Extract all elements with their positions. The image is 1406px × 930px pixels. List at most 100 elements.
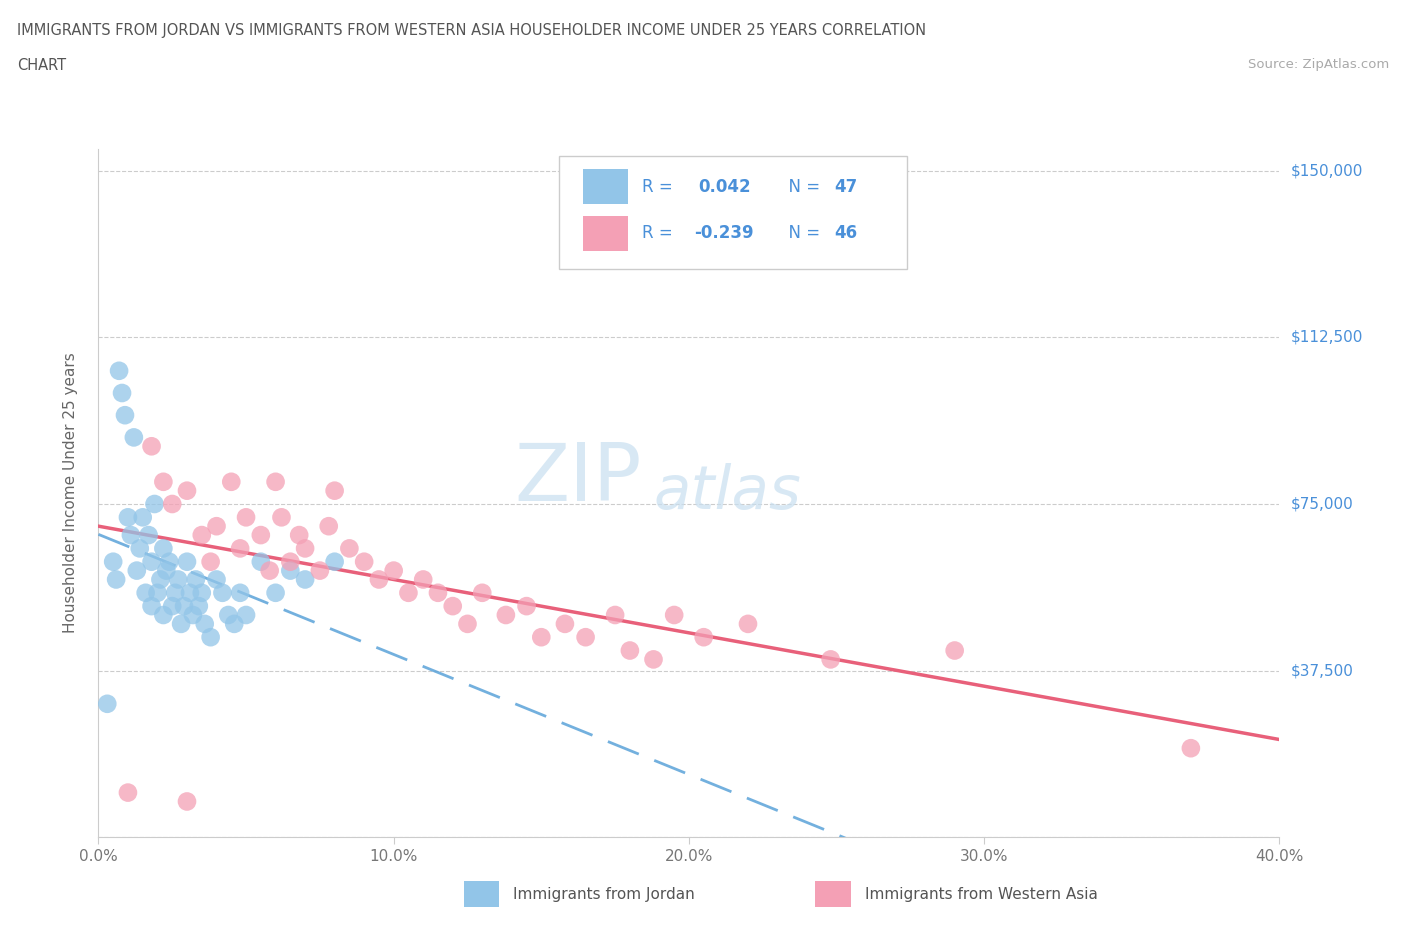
Point [141, 554, 163, 569]
Text: 46: 46 [834, 224, 858, 243]
Point [235, 607, 257, 622]
Point [179, 585, 201, 600]
Point [382, 564, 405, 578]
Point [323, 484, 346, 498]
Point [250, 554, 273, 569]
Point [250, 527, 273, 542]
Text: CHART: CHART [17, 58, 66, 73]
Point [471, 585, 494, 600]
Point [157, 554, 180, 569]
Point [191, 585, 214, 600]
Point [605, 607, 627, 622]
Point [138, 527, 160, 542]
Text: N =: N = [778, 178, 825, 195]
FancyBboxPatch shape [582, 169, 627, 204]
Point [495, 607, 517, 622]
Point [120, 527, 142, 542]
Point [184, 572, 207, 587]
Point [117, 510, 139, 525]
Point [224, 617, 246, 631]
Point [554, 617, 576, 631]
Point [141, 599, 163, 614]
Point [117, 785, 139, 800]
Point [737, 617, 759, 631]
Point [211, 585, 233, 600]
Point [278, 564, 302, 578]
Point [353, 554, 375, 569]
Text: $112,500: $112,500 [1291, 330, 1362, 345]
Point [146, 585, 169, 600]
Point [152, 474, 174, 489]
Text: R =: R = [641, 224, 678, 243]
Text: ZIP: ZIP [515, 440, 641, 518]
Point [200, 554, 222, 569]
Point [122, 430, 145, 445]
Text: Immigrants from Jordan: Immigrants from Jordan [513, 887, 695, 902]
Point [427, 585, 450, 600]
Point [693, 630, 716, 644]
Point [125, 564, 148, 578]
Point [187, 599, 209, 614]
Point [194, 617, 217, 631]
Point [165, 585, 187, 600]
Point [530, 630, 553, 644]
Point [114, 407, 136, 422]
Point [170, 617, 193, 631]
Point [235, 510, 257, 525]
Text: Immigrants from Western Asia: Immigrants from Western Asia [865, 887, 1098, 902]
Point [318, 519, 340, 534]
Point [294, 572, 316, 587]
Point [103, 554, 125, 569]
Text: 0.042: 0.042 [699, 178, 751, 195]
Point [176, 794, 198, 809]
Point [191, 527, 214, 542]
Text: N =: N = [778, 224, 825, 243]
Point [176, 484, 198, 498]
Text: $37,500: $37,500 [1291, 663, 1354, 678]
Point [200, 630, 222, 644]
Point [337, 541, 360, 556]
Point [943, 643, 966, 658]
Text: -0.239: -0.239 [693, 224, 754, 243]
Text: $75,000: $75,000 [1291, 497, 1354, 512]
Point [173, 599, 195, 614]
Point [149, 572, 172, 587]
Point [270, 510, 292, 525]
Point [294, 541, 316, 556]
Point [1180, 741, 1202, 756]
Point [181, 607, 204, 622]
Point [309, 564, 332, 578]
Point [643, 652, 665, 667]
Point [167, 572, 190, 587]
Point [219, 474, 242, 489]
Point [323, 554, 346, 569]
Point [619, 643, 641, 658]
Text: R =: R = [641, 178, 683, 195]
Point [820, 652, 842, 667]
Point [368, 572, 391, 587]
Point [135, 585, 157, 600]
Point [259, 564, 281, 578]
Point [278, 554, 302, 569]
Point [141, 439, 163, 454]
Y-axis label: Householder Income Under 25 years: Householder Income Under 25 years [63, 352, 77, 633]
Point [152, 607, 174, 622]
Point [217, 607, 239, 622]
Text: IMMIGRANTS FROM JORDAN VS IMMIGRANTS FROM WESTERN ASIA HOUSEHOLDER INCOME UNDER : IMMIGRANTS FROM JORDAN VS IMMIGRANTS FRO… [17, 23, 927, 38]
Point [108, 364, 131, 379]
Point [143, 497, 166, 512]
FancyBboxPatch shape [560, 155, 907, 270]
Point [155, 564, 177, 578]
Text: $150,000: $150,000 [1291, 164, 1362, 179]
Point [128, 541, 150, 556]
Point [152, 541, 174, 556]
Point [96, 697, 118, 711]
Point [162, 497, 183, 512]
Point [229, 541, 252, 556]
FancyBboxPatch shape [582, 217, 627, 251]
Point [105, 572, 128, 587]
Point [664, 607, 686, 622]
Point [205, 572, 228, 587]
Point [264, 474, 287, 489]
Point [176, 554, 198, 569]
